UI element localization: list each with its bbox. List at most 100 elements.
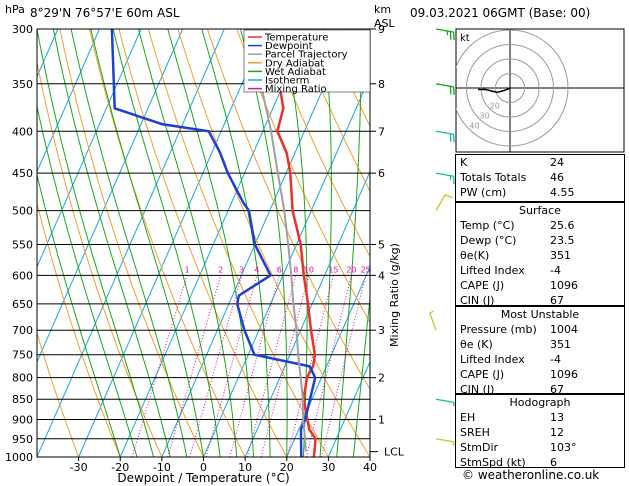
surface-label: CIN (J) [460, 294, 495, 307]
mixing-ratio-label: 8 [293, 265, 298, 274]
datetime-label: 09.03.2021 06GMT (Base: 00) [410, 6, 591, 20]
hodograph-row: StmSpd (kt) 6 [456, 455, 624, 470]
most-unstable-value: 1096 [550, 368, 578, 381]
mixing-ratio-line [131, 275, 188, 457]
surface-label: Dewp (°C) [460, 234, 517, 247]
legend-label: Parcel Trajectory [265, 50, 348, 61]
pressure-tick-label: 550 [12, 238, 33, 251]
wet-adiabat-line [112, 29, 221, 457]
pressure-tick-label: 1000 [5, 451, 33, 464]
surface-label: θe(K) [460, 249, 490, 262]
surface-row: Lifted Index -4 [456, 263, 624, 278]
index-label: Totals Totals [460, 171, 527, 184]
km-tick-label: 2 [378, 372, 385, 385]
legend-label: Wet Adiabat [265, 67, 326, 78]
dry-adiabat-line [295, 29, 370, 193]
most-unstable-label: θe (K) [460, 338, 493, 351]
isotherm-line [37, 29, 100, 173]
most-unstable-label: Pressure (mb) [460, 323, 537, 336]
asl-unit-label: ASL [374, 17, 396, 30]
pressure-tick-label: 700 [12, 324, 33, 337]
temperature-line [276, 83, 317, 457]
hodograph-ring-label: 30 [480, 111, 490, 120]
wind-barb [435, 172, 455, 185]
most-unstable-row: CAPE (J) 1096 [456, 367, 624, 382]
km-tick-label: 7 [378, 125, 385, 138]
isotherm-line [244, 170, 370, 457]
km-tick-label: 9 [378, 23, 385, 36]
hodograph-table-panel: Hodograph EH 13 SREH 12 StmDir 103° StmSpd (kt… [455, 394, 625, 470]
isotherm-line [203, 75, 370, 457]
mixing-ratio-label: 10 [304, 265, 314, 274]
dry-adiabat-line [266, 29, 370, 258]
pressure-tick-label: 900 [12, 414, 33, 427]
hodograph-row: SREH 12 [456, 425, 624, 440]
surface-label: CAPE (J) [460, 279, 505, 292]
most-unstable-value: 351 [550, 338, 571, 351]
km-unit-label: km [374, 3, 391, 16]
dry-adiabat-line [118, 29, 288, 457]
pressure-tick-label: 300 [12, 23, 33, 36]
mixing-ratio-axis-label: Mixing Ratio (g/kg) [388, 243, 401, 347]
mixing-ratio-label: 25 [361, 265, 371, 274]
index-row: PW (cm) 4.55 [456, 185, 624, 200]
wet-adiabat-line [37, 104, 138, 457]
mixing-ratio-line [167, 275, 222, 457]
hodograph-table-title: Hodograph [509, 396, 571, 409]
mixing-ratio-label: 20 [346, 265, 356, 274]
temp-tick-label: 30 [321, 461, 335, 474]
km-tick-label: 1 [378, 414, 385, 427]
hodograph-value: 6 [550, 456, 557, 469]
temp-tick-label: 0 [200, 461, 207, 474]
mixing-ratio-label: 3 [239, 265, 244, 274]
surface-title: Surface [519, 204, 561, 217]
legend-box [243, 29, 371, 93]
most-unstable-label: CAPE (J) [460, 368, 505, 381]
hodograph-unit-label: kt [460, 33, 470, 44]
hodograph-label: SREH [460, 426, 490, 439]
pressure-tick-label: 650 [12, 298, 33, 311]
temp-tick-label: -20 [111, 461, 129, 474]
parcel-trajectory-line [259, 83, 307, 452]
hodograph-row: EH 13 [456, 410, 624, 425]
legend-label: Mixing Ratio [265, 84, 327, 95]
surface-value: 67 [550, 294, 564, 307]
x-axis-label: Dewpoint / Temperature (°C) [117, 471, 289, 485]
hodograph-ring [480, 58, 540, 118]
legend-label: Isotherm [265, 76, 309, 87]
wind-barb [429, 310, 437, 331]
mixing-ratio-label: 4 [254, 265, 259, 274]
hodograph-row: StmDir 103° [456, 440, 624, 455]
hpa-unit-label: hPa [5, 3, 25, 16]
index-value: 24 [550, 156, 564, 169]
dewpoint-line [110, 29, 317, 457]
pressure-tick-label: 750 [12, 349, 33, 362]
surface-row: Dewp (°C) 23.5 [456, 233, 624, 248]
surface-label: Lifted Index [460, 264, 525, 277]
wind-barb [435, 83, 455, 95]
surface-value: 351 [550, 249, 571, 262]
wind-barb [435, 130, 455, 143]
km-tick-label: 8 [378, 78, 385, 91]
isotherm-line [78, 29, 267, 457]
pressure-tick-label: 350 [12, 78, 33, 91]
most-unstable-label: CIN (J) [460, 383, 495, 396]
wet-adiabat-line [336, 29, 362, 457]
hodograph-label: StmSpd (kt) [460, 456, 526, 469]
wind-barb-shaft [435, 398, 454, 403]
most-unstable-row: CIN (J) 67 [456, 382, 624, 397]
surface-row: CAPE (J) 1096 [456, 278, 624, 293]
dry-adiabat-line [37, 331, 80, 457]
most-unstable-row: θe (K) 351 [456, 337, 624, 352]
wet-adiabat-line [352, 293, 370, 457]
mixing-ratio-label: 15 [328, 265, 338, 274]
hodograph-ring-label: 40 [469, 122, 479, 131]
surface-value: 25.6 [550, 219, 575, 232]
hodograph-trace [478, 87, 511, 94]
hodograph-ring-label: 20 [490, 101, 500, 110]
pressure-tick-label: 400 [12, 125, 33, 138]
